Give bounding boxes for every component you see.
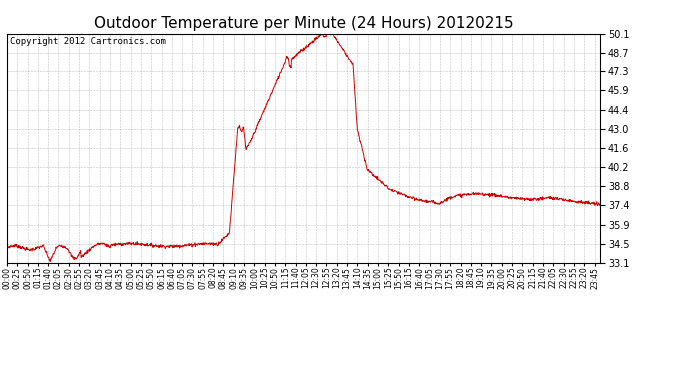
- Text: Copyright 2012 Cartronics.com: Copyright 2012 Cartronics.com: [10, 37, 166, 46]
- Title: Outdoor Temperature per Minute (24 Hours) 20120215: Outdoor Temperature per Minute (24 Hours…: [94, 16, 513, 31]
